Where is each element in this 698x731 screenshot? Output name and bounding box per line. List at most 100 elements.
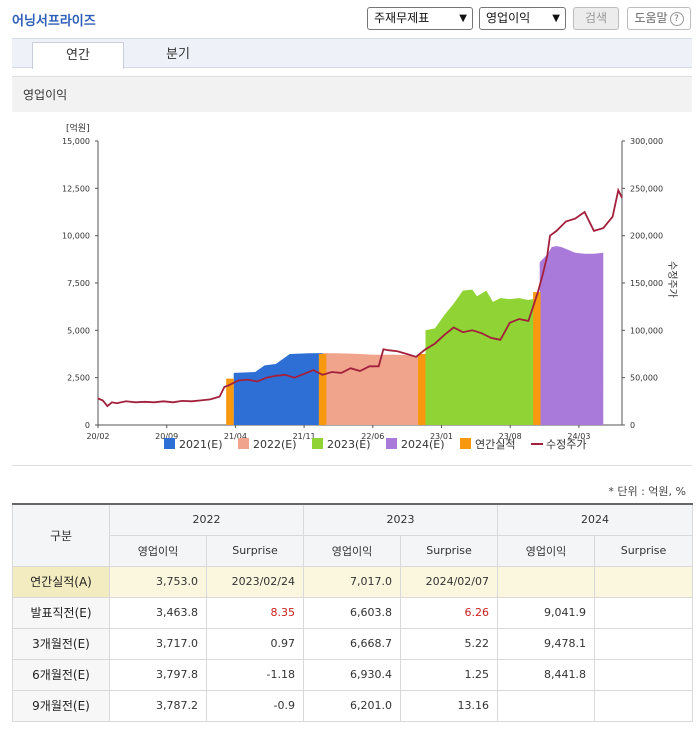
y-tick-label-right: 250,000 (630, 184, 663, 193)
subheader-op-income: 영업이익 (303, 534, 401, 567)
statement-select-value: 주재무제표 (374, 11, 430, 25)
year-header: 2024 (497, 503, 693, 536)
tab-quarterly[interactable]: 분기 (166, 47, 190, 62)
row-label: 9개월전(E) (12, 689, 110, 722)
search-button[interactable]: 검색 (573, 7, 619, 30)
surprise-cell: 2024/02/07 (400, 565, 498, 598)
chevron-down-icon: ▼ (459, 13, 467, 24)
y-tick-label-left: 15,000 (62, 137, 90, 146)
legend-label: 수정주가 (546, 438, 586, 451)
row-label: 연간실적(A) (12, 565, 110, 598)
x-tick-label: 23/01 (430, 432, 453, 441)
surprise-cell (594, 596, 693, 629)
actual-bar (226, 378, 234, 425)
item-select-value: 영업이익 (486, 11, 531, 25)
actual-bar (418, 353, 426, 425)
actual-bar (533, 292, 541, 425)
x-tick-label: 20/02 (86, 432, 109, 441)
surprise-cell: -0.9 (206, 689, 304, 722)
actual-bar (318, 353, 327, 425)
item-select[interactable]: 영업이익 ▼ (479, 7, 566, 30)
surprise-cell: 5.22 (400, 627, 498, 660)
tab-annual[interactable]: 연간 (32, 42, 124, 69)
op-income-cell (497, 689, 595, 722)
statement-select[interactable]: 주재무제표 ▼ (367, 7, 473, 30)
op-income-cell: 9,041.9 (497, 596, 595, 629)
op-income-cell: 3,717.0 (109, 627, 207, 660)
subheader-surprise: Surprise (206, 534, 304, 567)
legend-swatch (386, 438, 397, 449)
x-tick-label: 23/08 (499, 432, 522, 441)
x-tick-label: 21/11 (293, 432, 316, 441)
surprise-cell: 0.97 (206, 627, 304, 660)
legend-swatch (238, 438, 249, 449)
period-tabs: 연간 분기 (12, 38, 692, 69)
op-income-cell (497, 565, 595, 598)
surprise-cell: -1.18 (206, 658, 304, 691)
legend-label: 연간실적 (475, 438, 515, 451)
surprise-cell: 2023/02/24 (206, 565, 304, 598)
legend-swatch (312, 438, 323, 449)
op-income-cell: 6,603.8 (303, 596, 401, 629)
year-header: 2023 (303, 503, 498, 536)
subheader-op-income: 영업이익 (109, 534, 207, 567)
subheader-surprise: Surprise (400, 534, 498, 567)
company-title: 어닝서프라이즈 (12, 14, 96, 29)
table-row: 발표직전(E) 3,463.8 8.35 6,603.8 6.26 9,041.9 (12, 596, 693, 629)
help-button[interactable]: 도움말? (627, 7, 691, 30)
year-header: 2022 (109, 503, 304, 536)
y-tick-label-left: 5,000 (67, 326, 90, 335)
y-tick-label-left: 12,500 (62, 184, 90, 193)
y-tick-label-right: 0 (630, 421, 635, 430)
x-tick-label: 22/06 (361, 432, 384, 441)
y-tick-label-left: 10,000 (62, 232, 90, 241)
subheader-op-income: 영업이익 (497, 534, 595, 567)
section-title: 영업이익 (12, 76, 692, 112)
legend-label: 2023(E) (327, 438, 371, 451)
consensus-area-2022E (322, 353, 426, 425)
chart-svg: 15,000 12,500 10,000 7,500 5,000 2,500 0 300,00… (62, 122, 678, 451)
surprise-cell: 1.25 (400, 658, 498, 691)
surprise-cell (594, 689, 693, 722)
table-rowhead-label: 구분 (12, 503, 110, 567)
x-tick-label: 24/03 (567, 432, 590, 441)
op-income-cell: 7,017.0 (303, 565, 401, 598)
op-income-cell: 6,668.7 (303, 627, 401, 660)
chevron-down-icon: ▼ (552, 13, 560, 24)
consensus-area-2023E (425, 289, 540, 425)
op-income-cell: 8,441.8 (497, 658, 595, 691)
legend-label: 2022(E) (253, 438, 297, 451)
surprise-cell (594, 658, 693, 691)
question-icon: ? (669, 11, 684, 26)
y-tick-label-right: 200,000 (630, 232, 663, 241)
table-row: 6개월전(E) 3,797.8 -1.18 6,930.4 1.25 8,441.8 (12, 658, 693, 691)
op-income-cell: 6,201.0 (303, 689, 401, 722)
op-income-cell: 9,478.1 (497, 627, 595, 660)
table-row: 연간실적(A) 3,753.0 2023/02/24 7,017.0 2024/02/0… (12, 565, 693, 598)
table-row: 9개월전(E) 3,787.2 -0.9 6,201.0 13.16 (12, 689, 693, 722)
surprise-cell (594, 565, 693, 598)
y-tick-label-left: 2,500 (67, 374, 90, 383)
op-income-cell: 6,930.4 (303, 658, 401, 691)
consensus-area-2021E (233, 353, 323, 425)
y-tick-label-left: 7,500 (67, 279, 90, 288)
x-tick-label: 21/04 (224, 432, 247, 441)
op-income-cell: 3,463.8 (109, 596, 207, 629)
y-tick-label-left: 0 (85, 421, 90, 430)
price-line (97, 187, 623, 408)
legend-label: 2021(E) (179, 438, 223, 451)
y-unit-label: [억원] (66, 122, 90, 134)
y-right-axis-label: 수정주가 (666, 261, 678, 298)
op-income-cell: 3,753.0 (109, 565, 207, 598)
consensus-area-2024E (539, 246, 604, 425)
table-row: 3개월전(E) 3,717.0 0.97 6,668.7 5.22 9,478.1 (12, 627, 693, 660)
op-income-cell: 3,787.2 (109, 689, 207, 722)
y-tick-label-right: 150,000 (630, 279, 663, 288)
legend-swatch (460, 438, 471, 449)
surprise-cell: 13.16 (400, 689, 498, 722)
y-tick-label-right: 50,000 (630, 374, 658, 383)
y-tick-label-right: 300,000 (630, 137, 663, 146)
subheader-surprise: Surprise (594, 534, 693, 567)
x-tick-label: 20/09 (155, 432, 178, 441)
surprise-cell: 6.26 (400, 596, 498, 629)
